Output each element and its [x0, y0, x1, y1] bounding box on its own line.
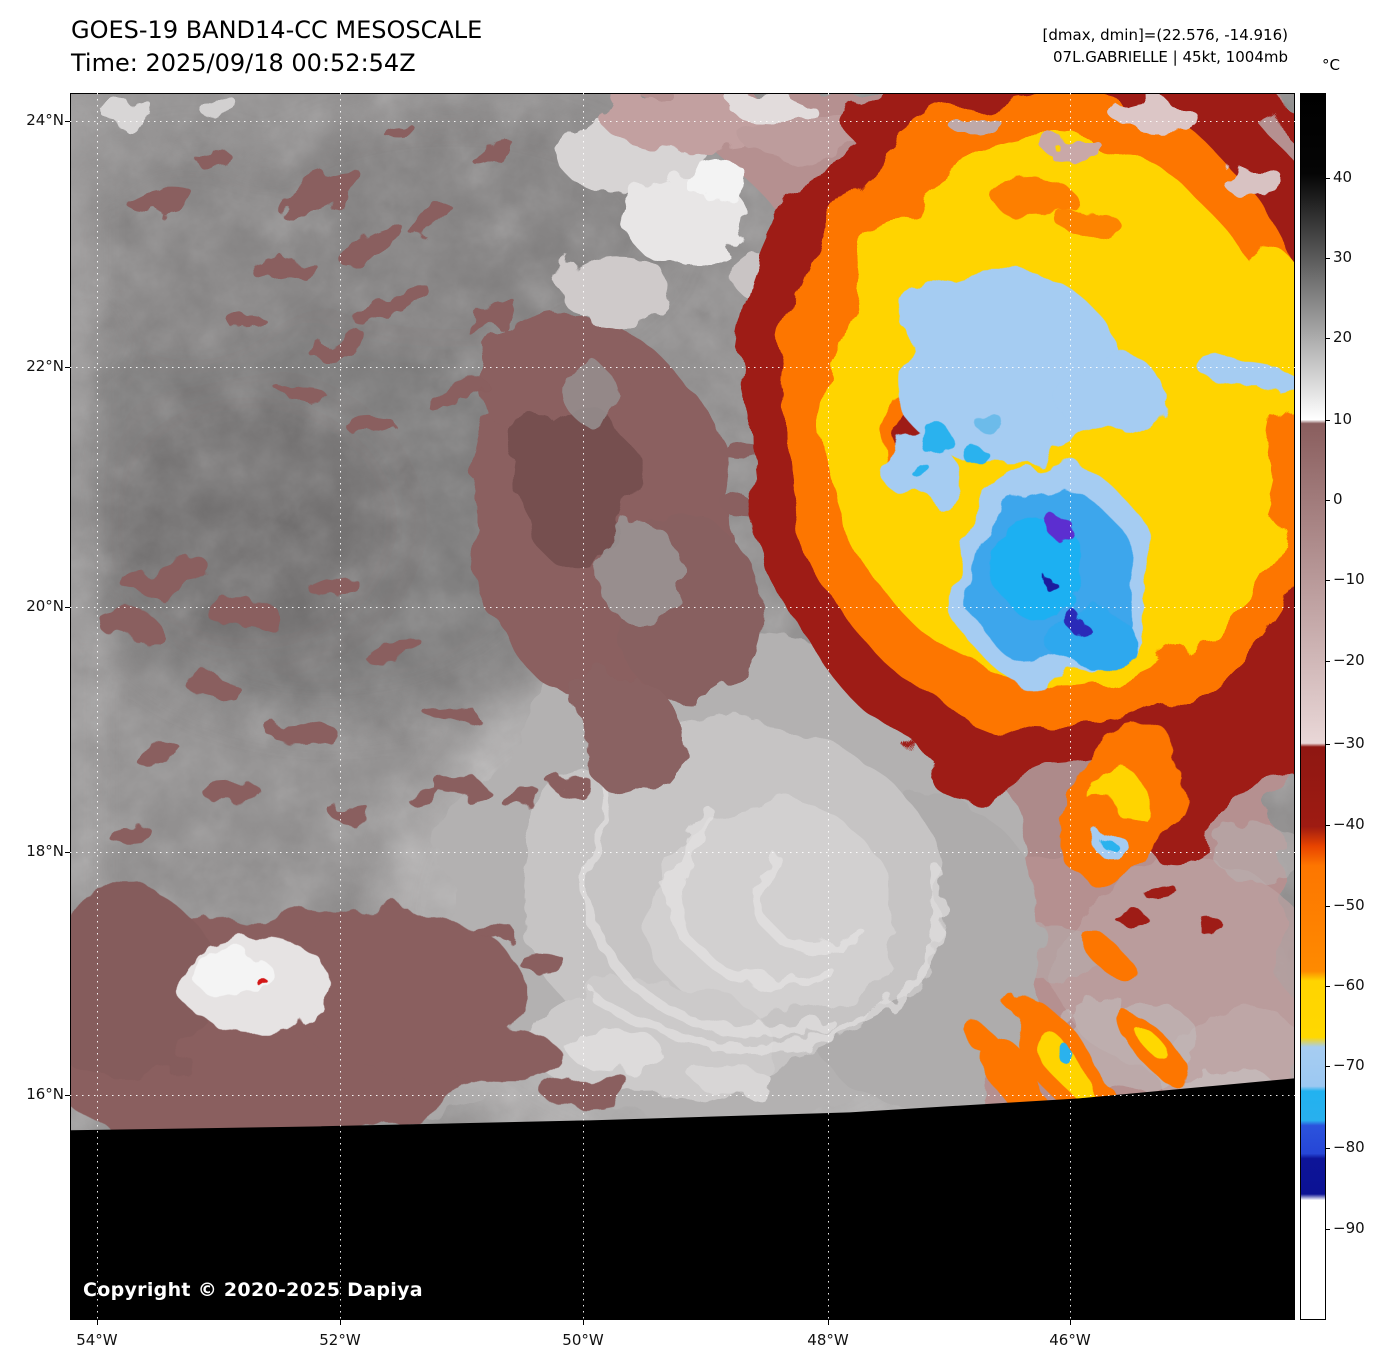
colorbar-tick [1326, 579, 1330, 581]
colorbar-unit-label: °C [1322, 56, 1340, 74]
colorbar-gradient [1301, 94, 1325, 1319]
meta-block: [dmax, dmin]=(22.576, -14.916) 07L.GABRI… [1043, 24, 1288, 68]
colorbar-tick [1326, 419, 1330, 421]
lon-tick [1069, 1320, 1071, 1325]
colorbar-tick-label: −40 [1333, 814, 1365, 833]
colorbar-tick-label: −70 [1333, 1056, 1365, 1074]
colorbar-tick [1326, 338, 1330, 340]
colorbar-tick [1326, 1147, 1330, 1149]
colorbar-tick-label: −50 [1333, 896, 1365, 914]
product-title: GOES-19 BAND14-CC MESOSCALE [71, 16, 483, 44]
colorbar-tick [1326, 1066, 1330, 1067]
colorbar-tick [1326, 1228, 1330, 1230]
colorbar-tick [1326, 824, 1330, 826]
colorbar-tick [1326, 258, 1330, 260]
colorbar-tick-label: 20 [1333, 328, 1353, 347]
lat-tick-label: 24°N [26, 110, 64, 129]
colorbar-tick-label: 0 [1333, 489, 1343, 508]
colorbar-tick [1326, 178, 1330, 180]
copyright-watermark: Copyright © 2020-2025 Dapiya [83, 1279, 423, 1301]
lon-tick-label: 48°W [807, 1331, 849, 1349]
title-block: GOES-19 BAND14-CC MESOSCALE Time: 2025/0… [71, 14, 482, 80]
colorbar-tick-label: −60 [1333, 976, 1365, 994]
colorbar-tick [1326, 986, 1330, 987]
lat-tick-label: 22°N [26, 356, 64, 375]
lon-tick [96, 1320, 98, 1325]
lat-tick-label: 18°N [26, 842, 64, 861]
colorbar-tick [1326, 743, 1330, 745]
lat-tick [65, 852, 70, 854]
lat-tick [65, 1094, 70, 1096]
lon-tick-label: 52°W [319, 1331, 361, 1349]
storm-info: 07L.GABRIELLE | 45kt, 1004mb [1053, 48, 1288, 66]
satellite-image-frame: Copyright © 2020-2025 Dapiya [70, 93, 1295, 1320]
colorbar-tick-label: 10 [1333, 409, 1353, 428]
lat-tick-label: 20°N [26, 596, 64, 615]
lat-tick [65, 120, 70, 122]
lon-tick [583, 1320, 585, 1325]
lon-tick [828, 1320, 830, 1325]
colorbar-tick [1326, 906, 1330, 907]
lon-tick-label: 54°W [76, 1331, 118, 1349]
mauve-scatter-art [98, 126, 595, 972]
lon-tick-label: 50°W [562, 1331, 604, 1349]
lon-tick [339, 1320, 341, 1325]
lat-tick [65, 606, 70, 608]
colorbar-tick-label: −10 [1333, 569, 1365, 588]
lat-tick-label: 16°N [26, 1084, 64, 1103]
satellite-cloud-art [71, 94, 1294, 1319]
colorbar-tick-label: −80 [1333, 1137, 1365, 1156]
colorbar-tick-label: −20 [1333, 650, 1365, 669]
colorbar-tick [1326, 499, 1330, 501]
colorbar-tick [1326, 660, 1330, 662]
colorbar-tick-label: −30 [1333, 733, 1365, 752]
product-time: Time: 2025/09/18 00:52:54Z [71, 49, 416, 77]
colorbar [1300, 93, 1326, 1320]
range-info: [dmax, dmin]=(22.576, -14.916) [1042, 26, 1288, 44]
southeast-convection-art [1056, 722, 1187, 881]
colorbar-tick-label: 40 [1333, 168, 1353, 187]
colorbar-tick-label: 30 [1333, 248, 1353, 267]
no-data-region [71, 1078, 1294, 1319]
lat-tick [65, 366, 70, 368]
colorbar-tick-label: −90 [1333, 1218, 1365, 1237]
lon-tick-label: 46°W [1049, 1331, 1091, 1349]
